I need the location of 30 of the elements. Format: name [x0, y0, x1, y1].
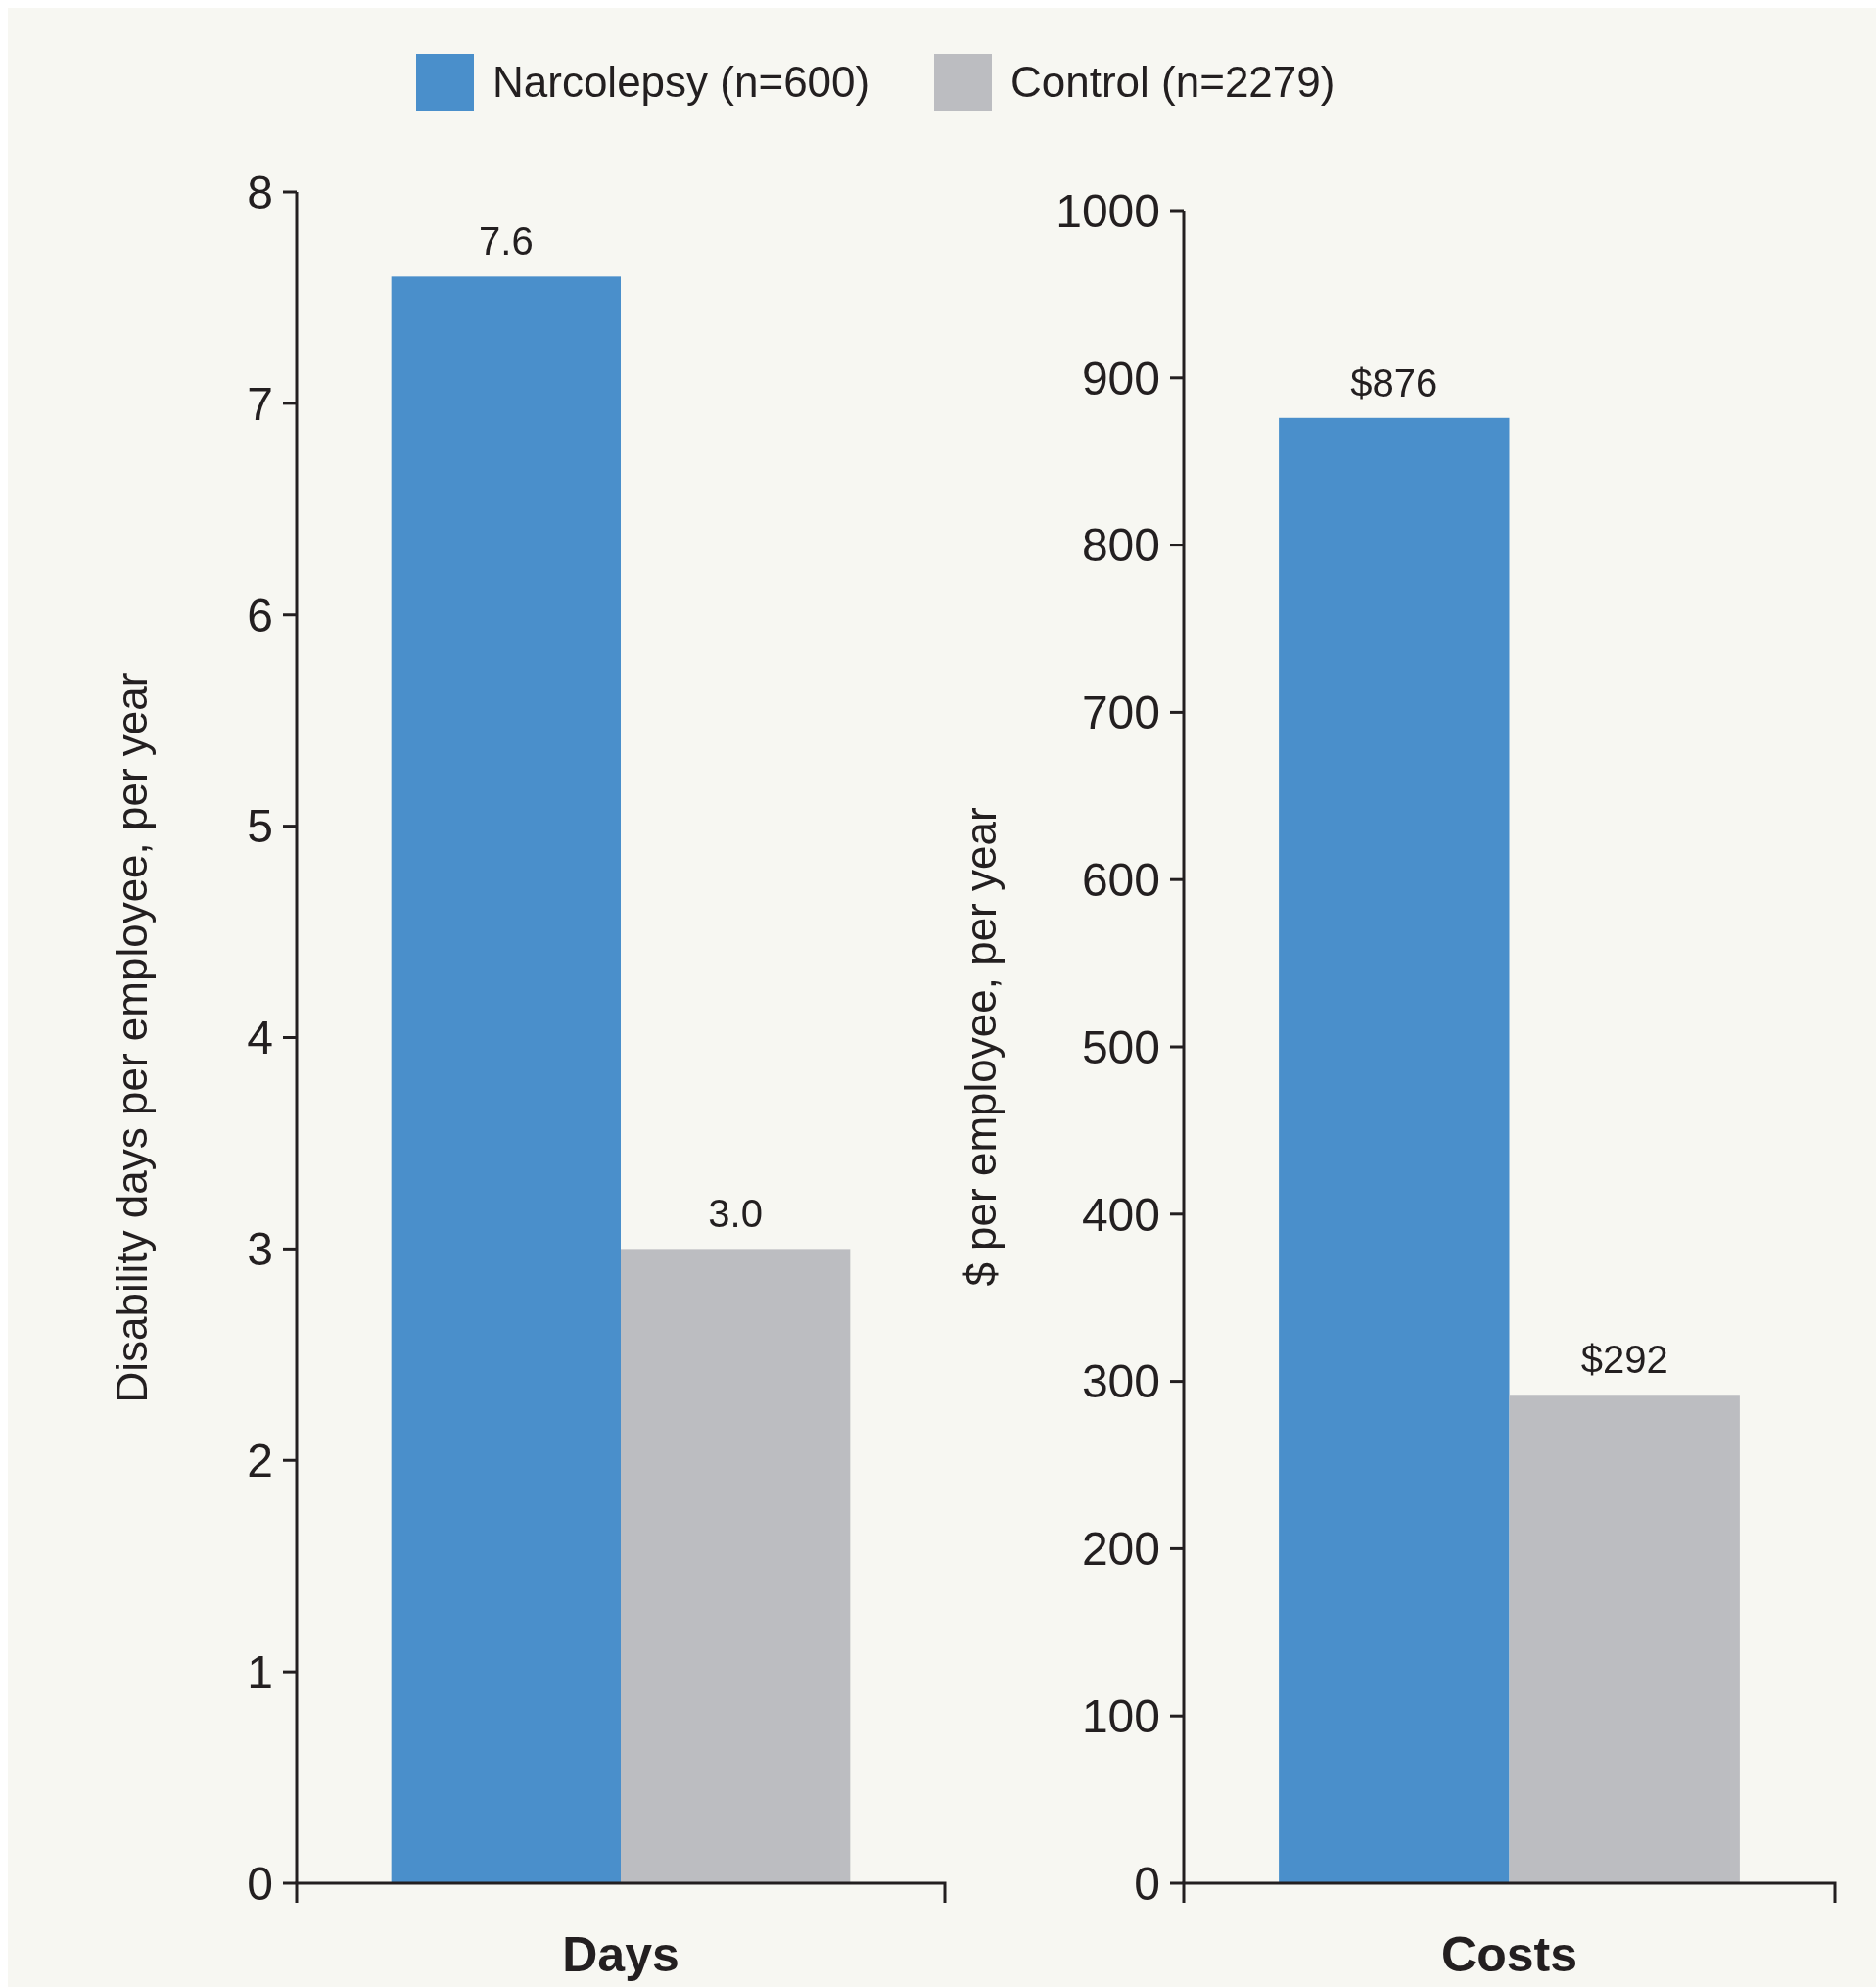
y-tick-label: 500: [1081, 1020, 1160, 1073]
data-label: 7.6: [479, 219, 534, 263]
y-tick-label: 1000: [1055, 184, 1160, 237]
y-tick-label: 400: [1081, 1188, 1160, 1241]
y-axis-title: $ per employee, per year: [957, 807, 1006, 1287]
x-tick-label: Costs: [1441, 1927, 1577, 1982]
y-tick-label: 900: [1081, 352, 1160, 404]
legend-label: Narcolepsy (n=600): [492, 58, 870, 107]
y-tick-label: 6: [247, 589, 273, 641]
y-tick-label: 100: [1081, 1690, 1160, 1742]
data-label: $876: [1350, 360, 1438, 404]
y-tick-label: 7: [247, 377, 273, 430]
y-axis-title: Disability days per employee, per year: [108, 672, 157, 1403]
y-tick-label: 1: [247, 1645, 273, 1698]
data-label: 3.0: [708, 1192, 763, 1236]
data-label: $292: [1580, 1338, 1668, 1382]
y-tick-label: 300: [1081, 1355, 1160, 1408]
y-tick-label: 800: [1081, 519, 1160, 572]
y-tick-label: 4: [247, 1012, 273, 1064]
y-tick-label: 600: [1081, 854, 1160, 906]
y-tick-label: 3: [247, 1223, 273, 1276]
legend-label: Control (n=2279): [1010, 58, 1336, 107]
y-tick-label: 200: [1081, 1523, 1160, 1576]
y-tick-label: 0: [247, 1857, 273, 1910]
y-tick-label: 8: [247, 166, 273, 218]
y-tick-label: 700: [1081, 686, 1160, 739]
y-tick-label: 0: [1134, 1857, 1160, 1910]
x-tick-label: Days: [562, 1927, 680, 1982]
y-tick-label: 5: [247, 800, 273, 853]
y-tick-label: 2: [247, 1435, 273, 1488]
